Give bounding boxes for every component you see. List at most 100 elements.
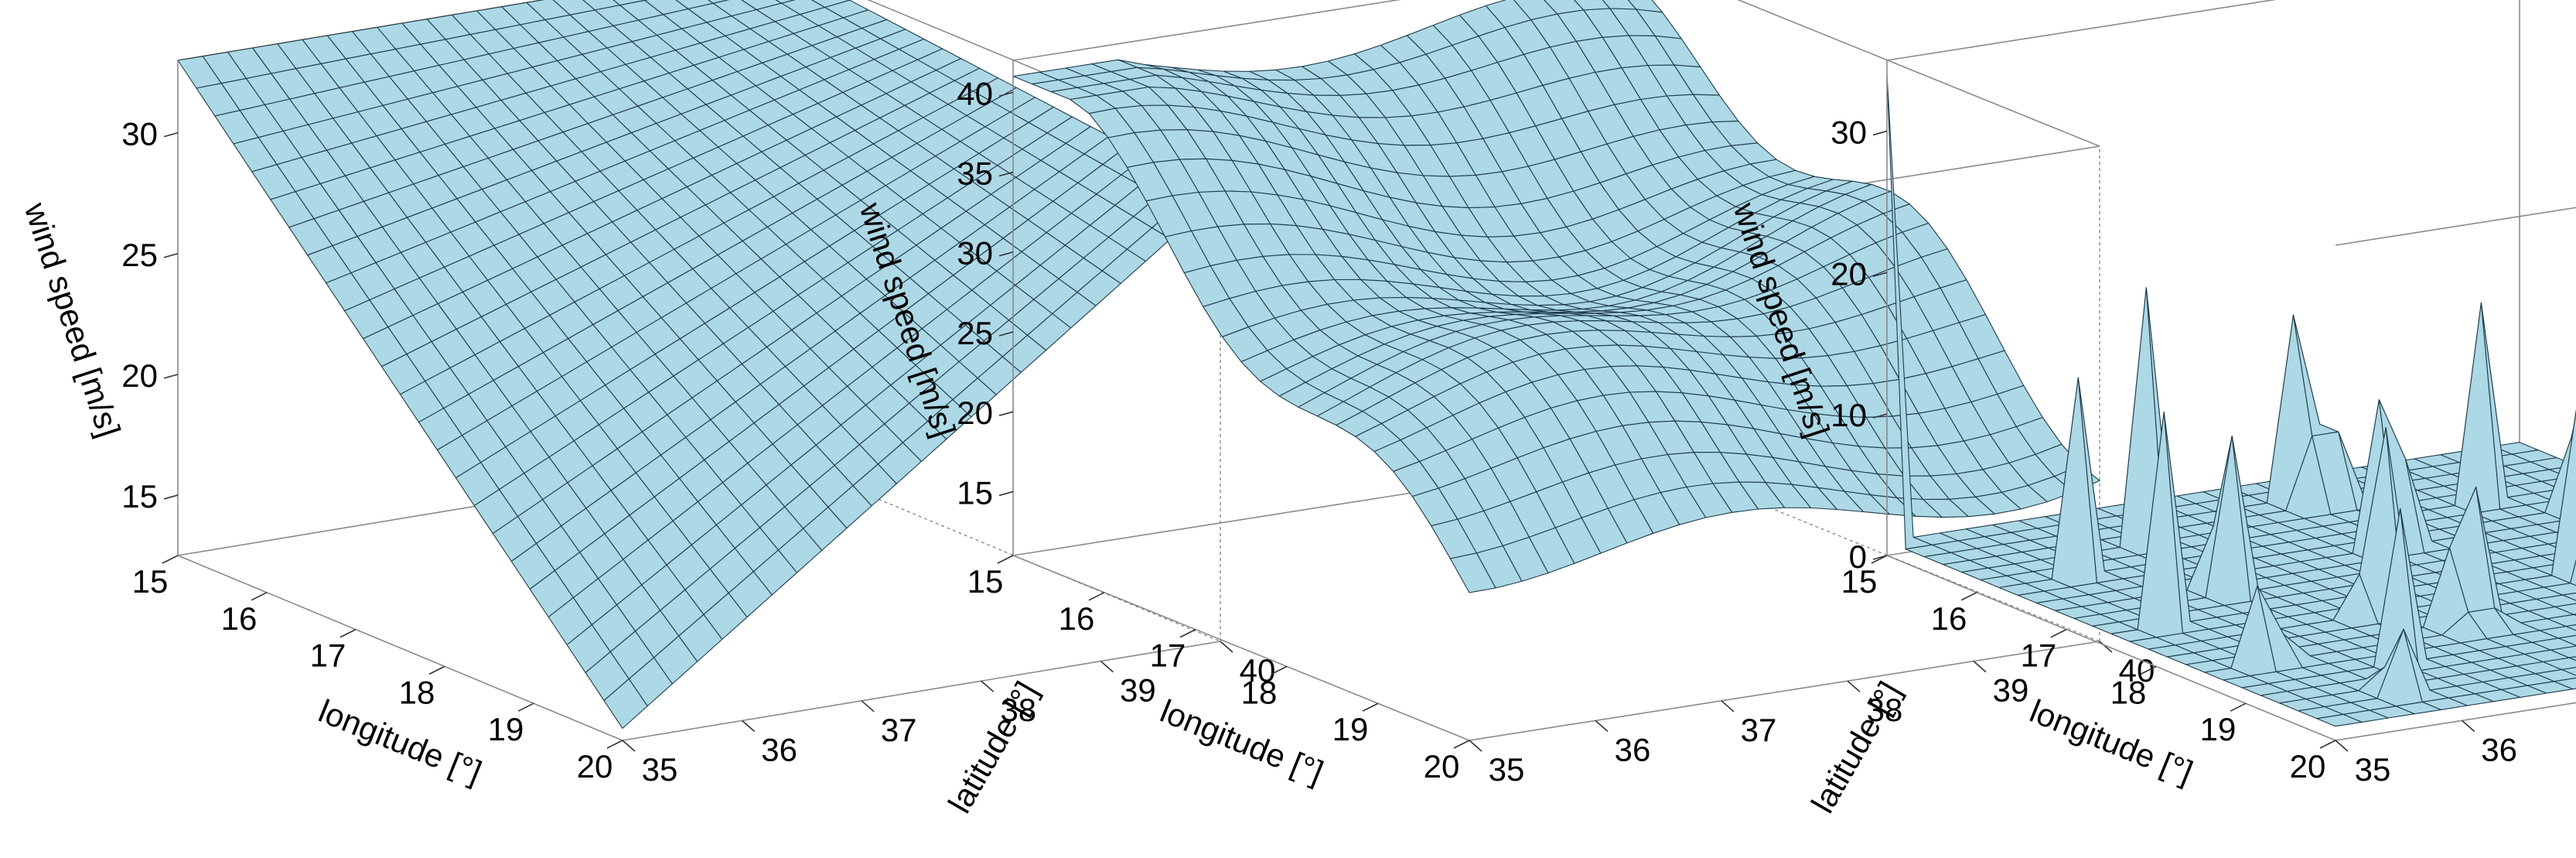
z-tick-label: 30 [1830, 114, 1867, 150]
x-tick [1088, 592, 1105, 601]
x-tick-label: 20 [577, 748, 613, 785]
x-tick-label: 15 [132, 563, 169, 600]
y-tick-label: 38 [1000, 692, 1036, 728]
y-tick [1847, 680, 1861, 692]
x-tick-label: 16 [1931, 600, 1967, 637]
z-tick [998, 251, 1014, 257]
x-tick-label: 19 [1332, 711, 1369, 747]
x-tick-label: 17 [310, 638, 346, 674]
z-tick [163, 252, 179, 258]
z-tick [1872, 272, 1888, 278]
y-tick-label: 36 [1615, 731, 1651, 767]
surface-mesh [177, 0, 1221, 729]
y-tick [742, 720, 756, 733]
box-edge [622, 641, 1221, 741]
box-edge [1012, 0, 1401, 61]
z-tick-label: 25 [121, 237, 158, 273]
x-tick [1271, 665, 1288, 675]
z-tick-label: 20 [1830, 255, 1867, 292]
x-tick-label: 18 [1241, 674, 1278, 710]
x-tick [997, 555, 1014, 564]
box-edge [2335, 702, 2576, 741]
y-tick-label: 38 [1867, 692, 1903, 728]
z-tick-label: 20 [121, 357, 158, 394]
x-tick [2319, 740, 2336, 749]
z-tick-label: 0 [1849, 538, 1867, 575]
x-tick-label: 17 [1150, 638, 1186, 674]
surface-facet [2316, 713, 2363, 727]
y-tick-label: 36 [2481, 731, 2517, 767]
z-tick-label: 25 [957, 315, 993, 351]
z-tick-label: 30 [121, 116, 158, 152]
x-tick [428, 665, 445, 675]
x-tick [339, 628, 357, 638]
x-tick-label: 17 [2021, 638, 2057, 674]
y-tick [1220, 641, 1233, 653]
box-edge [1469, 641, 2100, 741]
box-edge [1886, 555, 2336, 741]
y-tick [2335, 740, 2349, 752]
y-tick [861, 700, 875, 713]
y-tick-label: 39 [1120, 672, 1156, 709]
y-tick [2462, 720, 2475, 733]
y-tick-label: 35 [2355, 751, 2391, 788]
z-tick-label: 15 [121, 478, 158, 514]
z-tick-label: 20 [957, 395, 993, 431]
box-edge [177, 555, 623, 741]
y-axis-label: latitude [°] [941, 675, 1045, 819]
z-tick-label: 40 [957, 75, 993, 111]
y-tick [622, 740, 636, 752]
y-axis-label: latitude [°] [1804, 675, 1908, 819]
x-tick-label: 18 [399, 674, 435, 710]
surface-facet [603, 679, 648, 729]
z-tick-label: 30 [957, 235, 993, 272]
y-tick [1100, 660, 1114, 673]
y-tick [981, 680, 995, 692]
y-tick-label: 36 [761, 731, 797, 767]
y-tick [2099, 641, 2113, 653]
x-tick [2230, 702, 2247, 712]
surface-facet [1449, 552, 1496, 593]
z-tick [998, 491, 1014, 497]
x-tick [2050, 628, 2067, 638]
y-tick [1721, 700, 1735, 713]
y-tick-label: 40 [1240, 652, 1276, 689]
y-tick-label: 37 [1741, 712, 1777, 748]
x-tick-label: 16 [1059, 600, 1095, 637]
x-tick [162, 555, 179, 564]
y-tick-label: 35 [1489, 751, 1525, 788]
x-tick-label: 15 [967, 563, 1004, 600]
y-tick [1595, 720, 1609, 733]
z-tick [1872, 413, 1888, 419]
y-tick-label: 39 [1993, 672, 2029, 709]
box-edge [1737, 0, 2100, 147]
z-tick-label: 35 [957, 156, 993, 192]
box-edge [1012, 555, 1470, 741]
z-tick [163, 494, 179, 500]
y-tick [1469, 740, 1482, 752]
z-axis-label: wind speed [m/s] [17, 197, 127, 441]
x-tick-label: 20 [2290, 748, 2326, 785]
surface-facet [2570, 559, 2576, 586]
z-tick [163, 132, 179, 138]
y-tick [1973, 660, 1987, 673]
z-tick [163, 374, 179, 379]
z-tick [1872, 130, 1888, 136]
x-tick [1362, 702, 1379, 712]
box-edge [2520, 0, 2576, 146]
x-tick-label: 15 [1841, 563, 1878, 600]
x-tick-label: 18 [2110, 674, 2147, 710]
x-tick [606, 740, 623, 749]
x-tick [251, 592, 268, 601]
box-edge [2335, 207, 2576, 246]
x-tick [2140, 665, 2157, 675]
z-tick [998, 171, 1014, 177]
surface-mesh [1886, 73, 2576, 727]
z-tick [998, 331, 1014, 337]
y-tick-label: 35 [642, 751, 678, 788]
z-tick-label: 10 [1830, 397, 1867, 433]
y-tick-label: 37 [881, 712, 917, 748]
x-tick-label: 16 [221, 600, 258, 637]
